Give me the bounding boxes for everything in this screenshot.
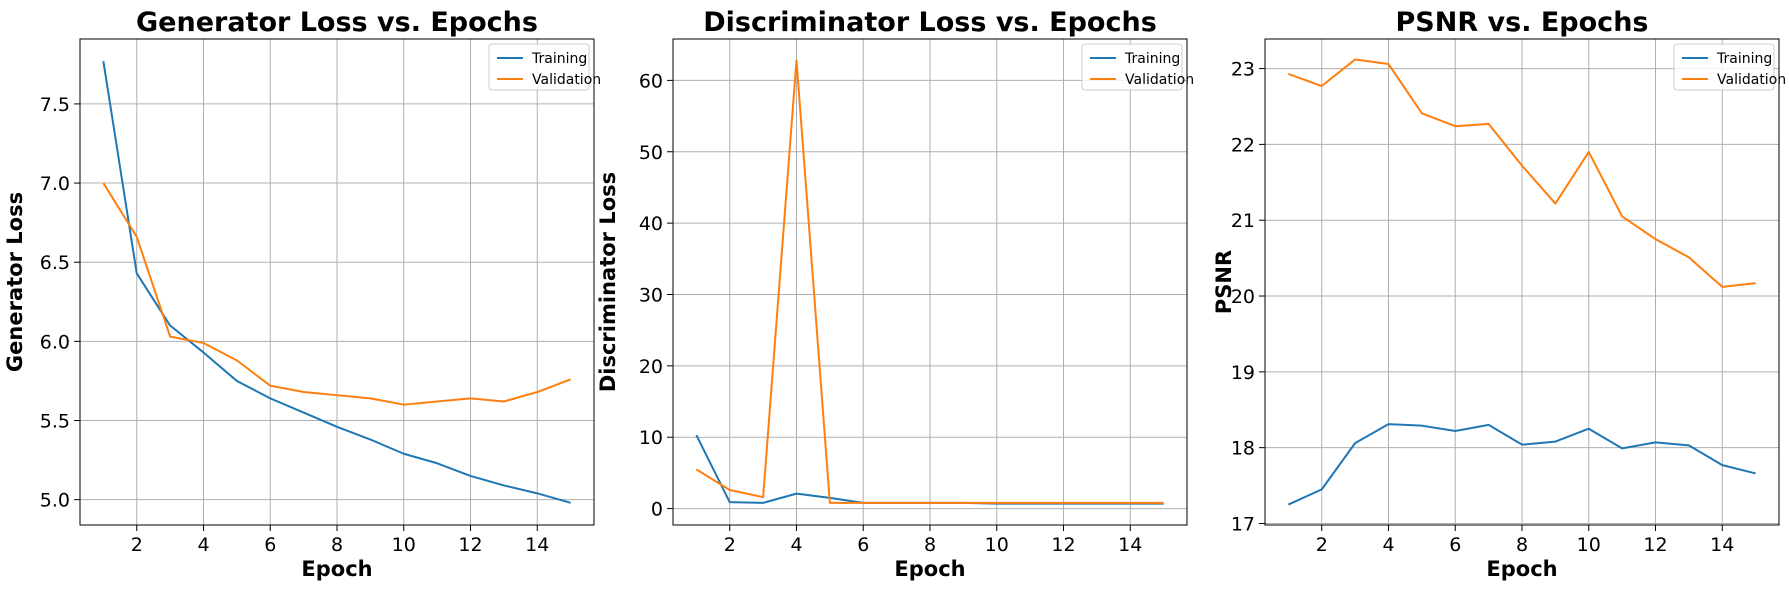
x-tick-label: 14 [1710,534,1734,556]
x-tick-label: 8 [924,534,936,556]
x-tick-label: 12 [1643,534,1667,556]
y-tick-label: 5.5 [40,411,70,433]
x-tick-label: 14 [1118,534,1142,556]
y-tick-label: 0 [651,499,663,521]
legend-label-validation: Validation [1717,72,1786,88]
x-tick-label: 4 [197,534,209,556]
generator-loss-training-line [102,61,571,504]
y-axis-label: PSNR [1212,250,1236,314]
legend-label-validation: Validation [532,72,601,88]
x-tick-label: 10 [392,534,416,556]
y-tick-label: 20 [1231,286,1255,308]
generator-loss-validation-line [102,182,571,406]
x-axis-label: Epoch [1486,557,1557,581]
x-tick-label: 6 [1449,534,1461,556]
x-tick-label: 10 [1577,534,1601,556]
x-tick-label: 2 [724,534,736,556]
y-tick-label: 50 [639,142,663,164]
y-tick-label: 20 [639,356,663,378]
discriminator-loss-validation-line [695,59,1164,504]
legend: Training Validation [1081,43,1194,91]
y-tick-label: 18 [1231,438,1255,460]
legend-label-training: Training [531,51,587,67]
y-tick-label: 19 [1231,362,1255,384]
x-tick-label: 8 [1516,534,1528,556]
y-tick-label: 23 [1231,59,1255,81]
x-tick-label: 10 [985,534,1009,556]
y-tick-label: 60 [639,70,663,92]
y-tick-label: 6.5 [40,252,70,274]
x-tick-label: 4 [790,534,802,556]
x-axis-label: Epoch [894,557,965,581]
x-tick-label: 12 [458,534,482,556]
psnr-validation-line [1288,58,1756,288]
y-axis-label: Discriminator Loss [596,172,620,392]
generator-loss-chart: 2 4 6 8 10 12 14 5.0 5.5 6.0 6.5 7.0 7.5 Generator Lo… [3,7,601,581]
legend: Training Validation [1673,43,1786,91]
y-tick-label: 7.5 [40,94,70,116]
discriminator-loss-title: Discriminator Loss vs. Epochs [703,7,1157,38]
psnr-training-line [1287,423,1756,506]
y-tick-label: 5.0 [40,490,70,512]
x-tick-label: 4 [1382,534,1394,556]
x-tick-label: 14 [525,534,549,556]
psnr-title: PSNR vs. Epochs [1396,7,1649,38]
x-tick-label: 8 [331,534,343,556]
y-tick-label: 6.0 [40,331,70,353]
discriminator-loss-chart: 2 4 6 8 10 12 14 0 10 20 30 40 50 60 Discriminator Los… [596,7,1194,581]
x-axis-label: Epoch [301,557,372,581]
y-tick-label: 17 [1231,513,1255,535]
y-tick-label: 30 [639,284,663,306]
y-axis-label: Generator Loss [3,192,27,372]
legend-label-training: Training [1124,51,1180,67]
y-tick-label: 21 [1231,210,1255,232]
x-tick-label: 12 [1051,534,1075,556]
y-tick-label: 22 [1231,134,1255,156]
legend: Training Validation [488,43,601,91]
y-tick-label: 40 [639,213,663,235]
y-tick-label: 10 [639,427,663,449]
generator-loss-title: Generator Loss vs. Epochs [136,7,538,38]
legend-label-training: Training [1716,51,1772,67]
legend-label-validation: Validation [1125,72,1194,88]
x-tick-label: 6 [264,534,276,556]
y-tick-label: 7.0 [40,173,70,195]
psnr-chart: 2 4 6 8 10 12 14 17 18 19 20 21 22 23 PSNR vs. Epochs E… [1212,7,1786,581]
x-tick-label: 2 [1316,534,1328,556]
x-tick-label: 6 [857,534,869,556]
x-tick-label: 2 [131,534,143,556]
